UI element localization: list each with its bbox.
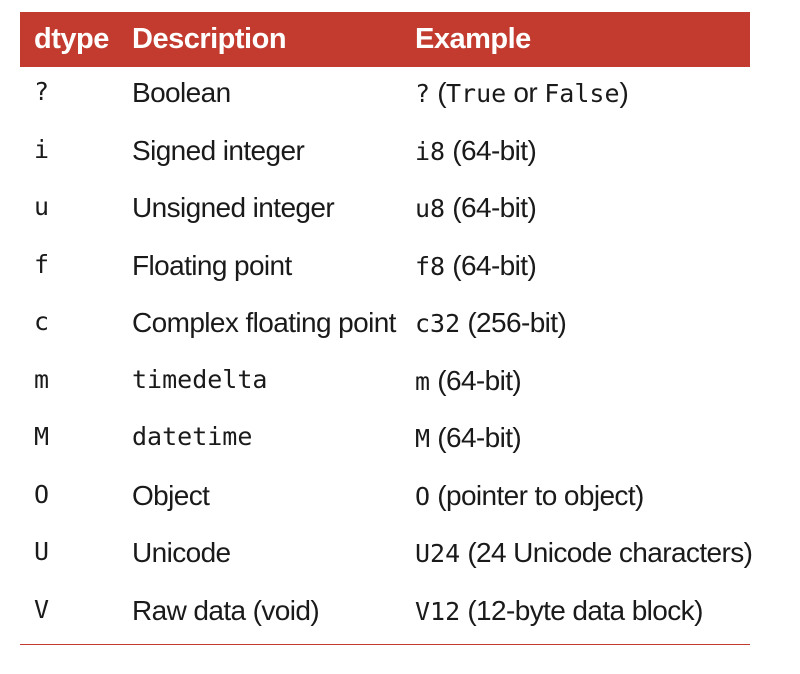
dtype-example: M (64-bit)	[415, 422, 522, 454]
table-row: i Signed integer i8 (64-bit)	[20, 125, 750, 183]
example-text: (24 Unicode characters)	[460, 537, 753, 568]
dtype-example: U24 (24 Unicode characters)	[415, 537, 753, 569]
table-row: m timedelta m (64-bit)	[20, 355, 750, 413]
header-example: Example	[415, 23, 531, 55]
dtype-description: Boolean	[132, 77, 231, 108]
table-row: O Object O (pointer to object)	[20, 470, 750, 528]
example-text: (64-bit)	[445, 192, 537, 223]
example-code: False	[544, 79, 620, 108]
table-row: u Unsigned integer u8 (64-bit)	[20, 182, 750, 240]
table-header: dtype Description Example	[20, 12, 750, 67]
dtype-code: M	[34, 422, 50, 451]
dtype-description: Unicode	[132, 537, 231, 568]
dtype-example: f8 (64-bit)	[415, 249, 537, 282]
example-code: O	[415, 481, 431, 511]
example-text: (	[430, 77, 446, 108]
example-code: M	[415, 424, 431, 453]
table-row: U Unicode U24 (24 Unicode characters)	[20, 527, 753, 585]
dtype-code: ?	[34, 77, 50, 106]
dtype-example: u8 (64-bit)	[415, 192, 537, 224]
example-text: (64-bit)	[445, 134, 537, 166]
table-row: c Complex floating point c32 (256-bit)	[20, 297, 750, 355]
table-row: ? Boolean? (True or False)	[20, 67, 750, 125]
example-code: ?	[415, 79, 431, 108]
dtype-code: f	[34, 249, 50, 279]
dtype-example: ? (True or False)	[415, 77, 629, 109]
example-code: c32	[415, 309, 461, 338]
example-text: (64-bit)	[445, 249, 537, 281]
example-code: U24	[415, 539, 461, 568]
table-bottom-rule	[20, 644, 750, 645]
table-row: V Raw data (void) V12 (12-byte data block)	[20, 585, 750, 643]
dtype-description: Unsigned integer	[132, 192, 335, 223]
header-description: Description	[132, 23, 287, 55]
dtype-description: Object	[132, 479, 210, 511]
example-code: f8	[415, 251, 446, 281]
dtype-description: Complex floating point	[132, 307, 396, 338]
dtype-description: timedelta	[132, 364, 268, 394]
example-text: or	[506, 77, 545, 108]
dtype-example: m (64-bit)	[415, 364, 522, 397]
dtype-code: c	[34, 307, 50, 336]
dtype-example: i8 (64-bit)	[415, 134, 537, 167]
example-text: )	[619, 77, 629, 108]
dtype-code: u	[34, 192, 50, 221]
example-text: (256-bit)	[460, 307, 567, 338]
dtype-example: O (pointer to object)	[415, 480, 644, 512]
example-code: True	[445, 79, 507, 108]
dtype-description: datetime	[132, 422, 253, 451]
table-body: ? Boolean? (True or False) i Signed integer…	[20, 67, 753, 643]
example-text: (pointer to object)	[430, 479, 644, 511]
example-code: i8	[415, 136, 446, 166]
example-code: u8	[415, 194, 446, 223]
dtype-example: c32 (256-bit)	[415, 307, 567, 339]
dtype-table: dtype Description Example ? Boolean? (Tru…	[20, 12, 753, 645]
dtype-example: V12 (12-byte data block)	[415, 595, 703, 627]
table-row: f Floating point f8 (64-bit)	[20, 240, 750, 298]
example-text: (12-byte data block)	[460, 594, 703, 626]
dtype-code: O	[34, 479, 50, 509]
dtype-description: Signed integer	[132, 134, 305, 166]
example-text: (64-bit)	[430, 422, 522, 453]
example-code: V12	[415, 596, 461, 626]
example-code: m	[415, 366, 431, 396]
dtype-description: Floating point	[132, 249, 292, 281]
dtype-code: m	[34, 364, 50, 394]
example-text: (64-bit)	[430, 364, 522, 396]
dtype-code: V	[34, 594, 50, 624]
dtype-description: Raw data (void)	[132, 594, 320, 626]
dtype-code: i	[34, 134, 50, 164]
header-dtype: dtype	[34, 23, 109, 55]
dtype-code: U	[34, 537, 50, 566]
